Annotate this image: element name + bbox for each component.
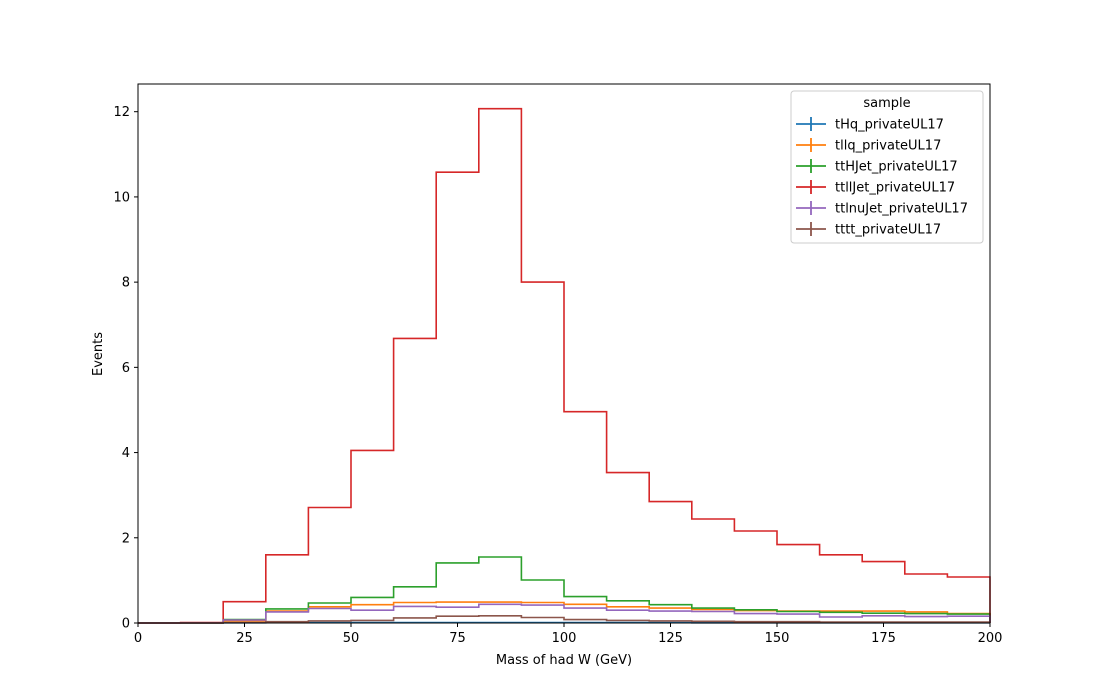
x-tick-label: 100 <box>552 631 577 646</box>
y-tick-label: 12 <box>113 105 130 120</box>
y-axis-label: Events <box>91 332 106 376</box>
x-tick-label: 175 <box>871 631 896 646</box>
legend-title: sample <box>863 96 910 111</box>
legend-entry-tHq_privateUL17: tHq_privateUL17 <box>796 117 944 133</box>
y-tick-label: 4 <box>122 446 130 461</box>
x-tick-label: 125 <box>658 631 683 646</box>
x-tick-label: 50 <box>343 631 360 646</box>
legend-entries: tHq_privateUL17 tllq_privateUL17 ttHJet_pr… <box>796 117 968 238</box>
y-axis-ticks: 0 2 4 6 8 10 12 <box>113 105 138 632</box>
legend-entry-ttlnuJet_privateUL17: ttlnuJet_privateUL17 <box>796 201 968 217</box>
legend-label: ttHJet_privateUL17 <box>835 160 958 175</box>
x-tick-label: 75 <box>449 631 466 646</box>
x-tick-label: 0 <box>134 631 142 646</box>
legend-box <box>790 90 984 244</box>
series-line-ttlnuJet_privateUL17 <box>138 603 991 624</box>
legend-entry-tttt_privateUL17: tttt_privateUL17 <box>796 222 941 238</box>
y-tick-label: 0 <box>122 617 130 632</box>
legend-label: tHq_privateUL17 <box>835 118 944 133</box>
y-tick-label: 10 <box>113 190 130 205</box>
x-tick-label: 25 <box>236 631 253 646</box>
legend-entry-ttllJet_privateUL17: ttllJet_privateUL17 <box>796 180 955 196</box>
y-tick-label: 6 <box>122 361 130 376</box>
y-tick-label: 2 <box>122 531 130 546</box>
x-tick-label: 150 <box>765 631 790 646</box>
legend-label: tttt_privateUL17 <box>835 223 941 238</box>
legend-label: ttllJet_privateUL17 <box>835 181 955 196</box>
legend-label: ttlnuJet_privateUL17 <box>835 202 968 217</box>
series-line-ttllJet_privateUL17 <box>138 107 991 624</box>
y-tick-label: 8 <box>122 276 130 291</box>
legend-label: tllq_privateUL17 <box>835 139 941 154</box>
x-axis-label: Mass of had W (GeV) <box>496 653 632 668</box>
legend-entry-ttHJet_privateUL17: ttHJet_privateUL17 <box>796 159 958 175</box>
legend: sample tHq_privateUL17 tllq_privateUL17tt… <box>790 90 984 244</box>
x-tick-label: 200 <box>978 631 1003 646</box>
legend-entry-tllq_privateUL17: tllq_privateUL17 <box>796 138 941 154</box>
series-line-tttt_privateUL17 <box>138 615 991 624</box>
series-line-ttHJet_privateUL17 <box>138 556 991 624</box>
x-axis-ticks: 0 25 50 75 100 125 150 175 200 <box>134 623 1003 646</box>
